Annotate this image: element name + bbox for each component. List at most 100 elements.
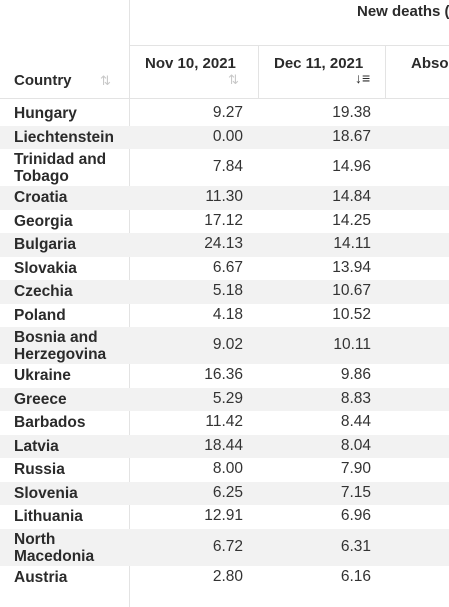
table-row: Latvia 18.44 8.04 [0,434,449,458]
country-cell: North Macedonia [14,531,94,565]
column-header-label: Abso [411,55,449,72]
country-cell: Bosnia and Herzegovina [14,329,106,363]
column-divider [385,46,386,98]
table-row: Lithuania 12.91 6.96 [0,505,449,529]
sort-icon[interactable]: ⇅ [228,72,239,87]
country-name-line: Austria [14,568,68,586]
country-name-line: Georgia [14,212,73,230]
table-row: Georgia 17.12 14.25 [0,210,449,234]
country-name-line: Greece [14,390,67,408]
nov-value-cell: 8.00 [212,460,243,478]
country-cell: Greece [14,391,67,408]
header-divider [129,45,449,46]
country-name-line: Poland [14,306,66,324]
nov-value-cell: 7.84 [212,158,243,175]
group-title: New deaths ( [357,3,449,20]
column-divider [129,0,130,607]
dec-value-cell: 19.38 [332,104,371,122]
table-row: Hungary 9.27 19.38 [0,102,449,126]
nov-value-cell: 16.36 [204,366,243,384]
nov-value-cell: 11.30 [205,188,243,206]
dec-value-cell: 8.04 [340,436,371,454]
table-row: Slovenia 6.25 7.15 [0,481,449,505]
country-cell: Slovakia [14,260,77,277]
dec-value-cell: 14.96 [332,158,371,175]
dec-value-cell: 8.83 [340,389,371,407]
table-row: Poland 4.18 10.52 [0,304,449,328]
country-name-line: Herzegovina [14,346,107,363]
table-row: Russia 8.00 7.90 [0,458,449,482]
nov-value-cell: 5.18 [212,282,243,300]
nov-value-cell: 24.13 [204,235,243,253]
country-cell: Liechtenstein [14,129,114,146]
dec-value-cell: 10.52 [332,305,371,323]
dec-value-cell: 7.15 [340,483,371,501]
country-name-line: Ukraine [14,367,71,384]
dec-value-cell: 9.86 [340,366,371,384]
nov-value-cell: 18.44 [204,436,243,454]
nov-value-cell: 0.00 [212,127,243,145]
country-name-line: Bosnia and [14,329,98,346]
nov-value-cell: 4.18 [212,305,243,323]
dec-value-cell: 14.84 [332,188,371,206]
country-name-line: Slovakia [14,259,77,277]
country-name-line: Tobago [14,168,69,185]
country-name-line: Croatia [14,189,68,206]
country-cell: Austria [14,569,67,586]
dec-value-cell: 6.96 [340,507,371,525]
header-divider [0,98,449,99]
table-row: Czechia 5.18 10.67 [0,280,449,304]
country-name-line: Macedonia [14,547,95,565]
country-cell: Czechia [14,283,73,300]
dec-value-cell: 7.90 [340,460,371,478]
column-header-label: Country [14,72,72,89]
table-row: Greece 5.29 8.83 [0,387,449,411]
dec-value-cell: 10.67 [332,282,371,300]
table-row: Slovakia 6.67 13.94 [0,257,449,281]
country-cell: Georgia [14,213,73,230]
sort-icon[interactable]: ⇅ [100,73,111,88]
nov-value-cell: 9.02 [212,336,243,353]
nov-value-cell: 6.67 [212,258,243,276]
country-cell: Slovenia [14,485,78,502]
dec-value-cell: 14.25 [332,211,371,229]
dec-value-cell: 18.67 [332,127,371,145]
nov-value-cell: 12.91 [204,507,243,525]
nov-value-cell: 11.42 [205,413,243,431]
table-row: Trinidad and Tobago 7.84 14.96 [0,149,449,186]
dec-value-cell: 8.44 [340,413,371,431]
country-cell: Ukraine [14,367,71,384]
table-row: Barbados 11.42 8.44 [0,411,449,435]
table-row: Bulgaria 24.13 14.11 [0,233,449,257]
country-cell: Russia [14,461,65,478]
nov-value-cell: 17.12 [204,211,243,229]
dec-value-cell: 14.11 [333,235,371,253]
table-row: North Macedonia 6.72 6.31 [0,528,449,566]
country-cell: Lithuania [14,508,83,525]
country-name-line: Bulgaria [14,236,77,253]
nov-value-cell: 6.72 [212,537,243,555]
table-row: Ukraine 16.36 9.86 [0,364,449,388]
sort-descending-icon[interactable]: ↓≡ [355,70,371,86]
country-cell: Bulgaria [14,236,76,253]
nov-value-cell: 9.27 [212,104,243,122]
dec-value-cell: 10.11 [333,336,371,353]
country-cell: Hungary [14,105,77,122]
dec-value-cell: 13.94 [332,258,371,276]
table-row: Austria 2.80 6.16 [0,566,449,590]
country-cell: Trinidad and Tobago [14,151,106,185]
country-name-line: Latvia [14,437,59,455]
country-cell: Barbados [14,414,86,431]
table-row: Bosnia and Herzegovina 9.02 10.11 [0,327,449,364]
country-name-line: North [14,530,56,548]
column-header-label: Nov 10, 2021 [145,55,236,72]
country-name-line: Barbados [14,414,86,431]
country-cell: Poland [14,307,66,324]
dec-value-cell: 6.16 [340,567,371,585]
nov-value-cell: 6.25 [212,483,243,501]
table-row: Croatia 11.30 14.84 [0,186,449,210]
nov-value-cell: 5.29 [212,389,243,407]
nov-value-cell: 2.80 [212,567,243,585]
country-name-line: Liechtenstein [14,128,114,146]
